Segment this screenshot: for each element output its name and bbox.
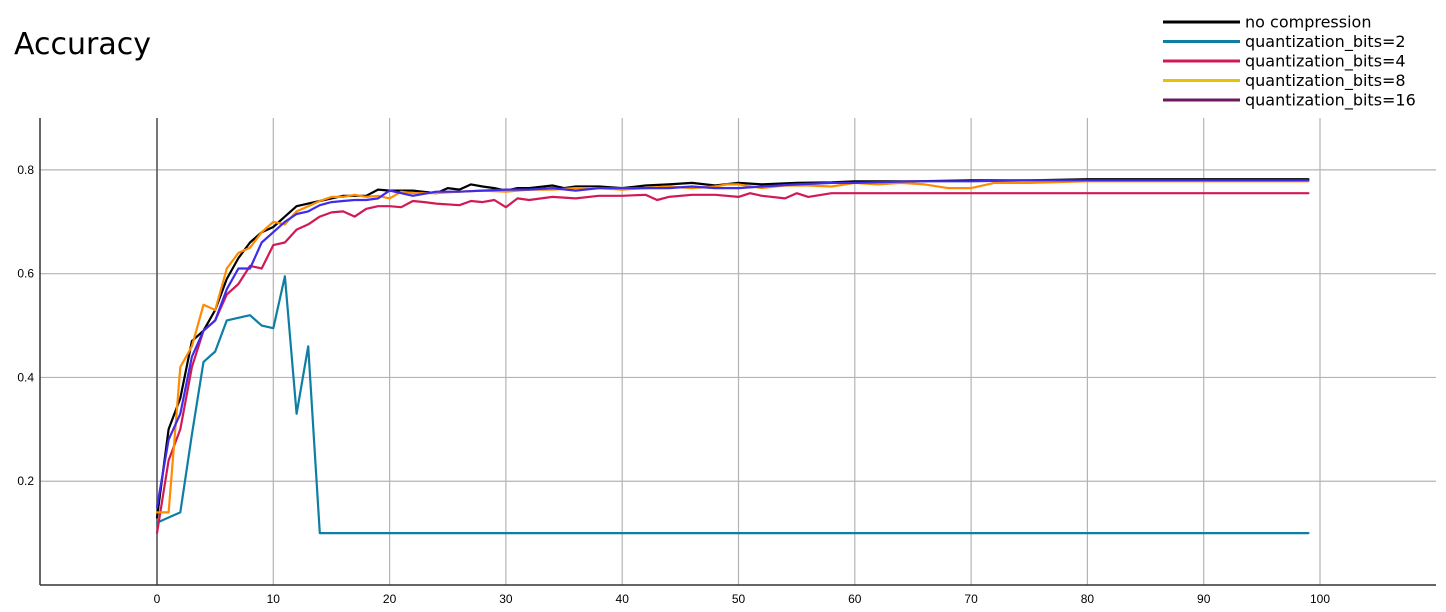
chart-title: Accuracy [14, 27, 151, 62]
legend-label: quantization_bits=2 [1245, 32, 1406, 52]
y-tick-label: 0.6 [17, 267, 34, 281]
x-tick-label: 20 [383, 592, 397, 606]
tick-labels: 0.2 0.4 0.6 0.8 0 10 20 30 40 50 60 70 80 90 100 [17, 163, 1330, 606]
x-tick-label: 90 [1197, 592, 1211, 606]
x-tick-label: 50 [732, 592, 746, 606]
x-tick-label: 10 [267, 592, 281, 606]
series-lines [155, 178, 1310, 535]
series-line-4 [155, 179, 1310, 509]
series-line-2 [155, 192, 1310, 535]
legend-label: quantization_bits=16 [1245, 91, 1416, 111]
legend-label: quantization_bits=8 [1245, 71, 1406, 91]
x-tick-label: 60 [848, 592, 862, 606]
x-tick-label: 100 [1310, 592, 1330, 606]
x-tick-label: 80 [1081, 592, 1095, 606]
legend-label: no compression [1245, 13, 1371, 32]
y-tick-label: 0.8 [17, 163, 34, 177]
x-tick-label: 40 [616, 592, 630, 606]
series-line-0 [155, 178, 1310, 519]
x-tick-label: 0 [154, 592, 161, 606]
x-tick-label: 70 [964, 592, 978, 606]
y-tick-label: 0.2 [17, 474, 34, 488]
series-line-1 [155, 275, 1310, 535]
legend-label: quantization_bits=4 [1245, 52, 1406, 72]
x-tick-label: 30 [499, 592, 513, 606]
legend: no compressionquantization_bits=2quantiz… [1163, 13, 1416, 111]
y-tick-label: 0.4 [17, 370, 34, 384]
series-line-3 [155, 180, 1310, 514]
axes [39, 118, 1436, 586]
